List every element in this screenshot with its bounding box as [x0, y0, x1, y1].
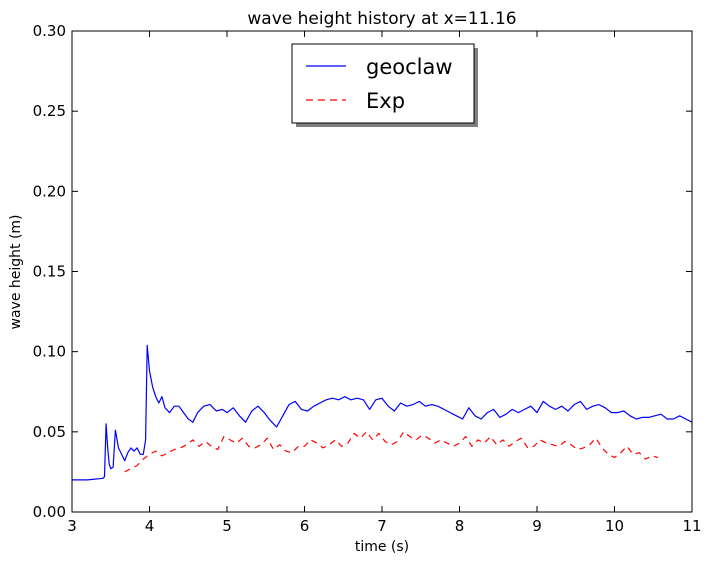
legend: geoclaw Exp — [291, 43, 478, 127]
x-tick-label: 11 — [682, 517, 701, 535]
y-tick-label: 0.00 — [33, 503, 66, 521]
x-tick-label: 8 — [455, 517, 465, 535]
y-axis-label: wave height (m) — [8, 214, 24, 329]
y-tick-label: 0.30 — [33, 22, 66, 40]
legend-label-exp: Exp — [366, 89, 405, 113]
chart-title: wave height history at x=11.16 — [247, 9, 516, 29]
x-tick-label: 9 — [532, 517, 542, 535]
series-layer — [72, 344, 693, 481]
y-tick-label: 0.05 — [33, 423, 66, 441]
x-tick-label: 4 — [145, 517, 155, 535]
legend-label-geoclaw: geoclaw — [366, 55, 453, 79]
plot-frame — [71, 30, 693, 513]
legend-box — [291, 43, 475, 124]
x-tick-label: 5 — [222, 517, 232, 535]
y-tick-label: 0.10 — [33, 343, 66, 361]
x-tick-label: 7 — [377, 517, 387, 535]
x-axis-label: time (s) — [355, 539, 409, 555]
series-line-geoclaw — [72, 344, 693, 481]
tick-layer: 3 4 5 6 7 8 9 10 11 0.00 0.05 0.10 0.15 0.20 0.25 0.30 — [33, 22, 702, 535]
x-tick-label: 6 — [300, 517, 310, 535]
y-tick-label: 0.20 — [33, 182, 66, 200]
y-tick-label: 0.25 — [33, 102, 66, 120]
y-tick-label: 0.15 — [33, 263, 66, 281]
x-tick-label: 10 — [605, 517, 624, 535]
x-tick-label: 3 — [67, 517, 77, 535]
